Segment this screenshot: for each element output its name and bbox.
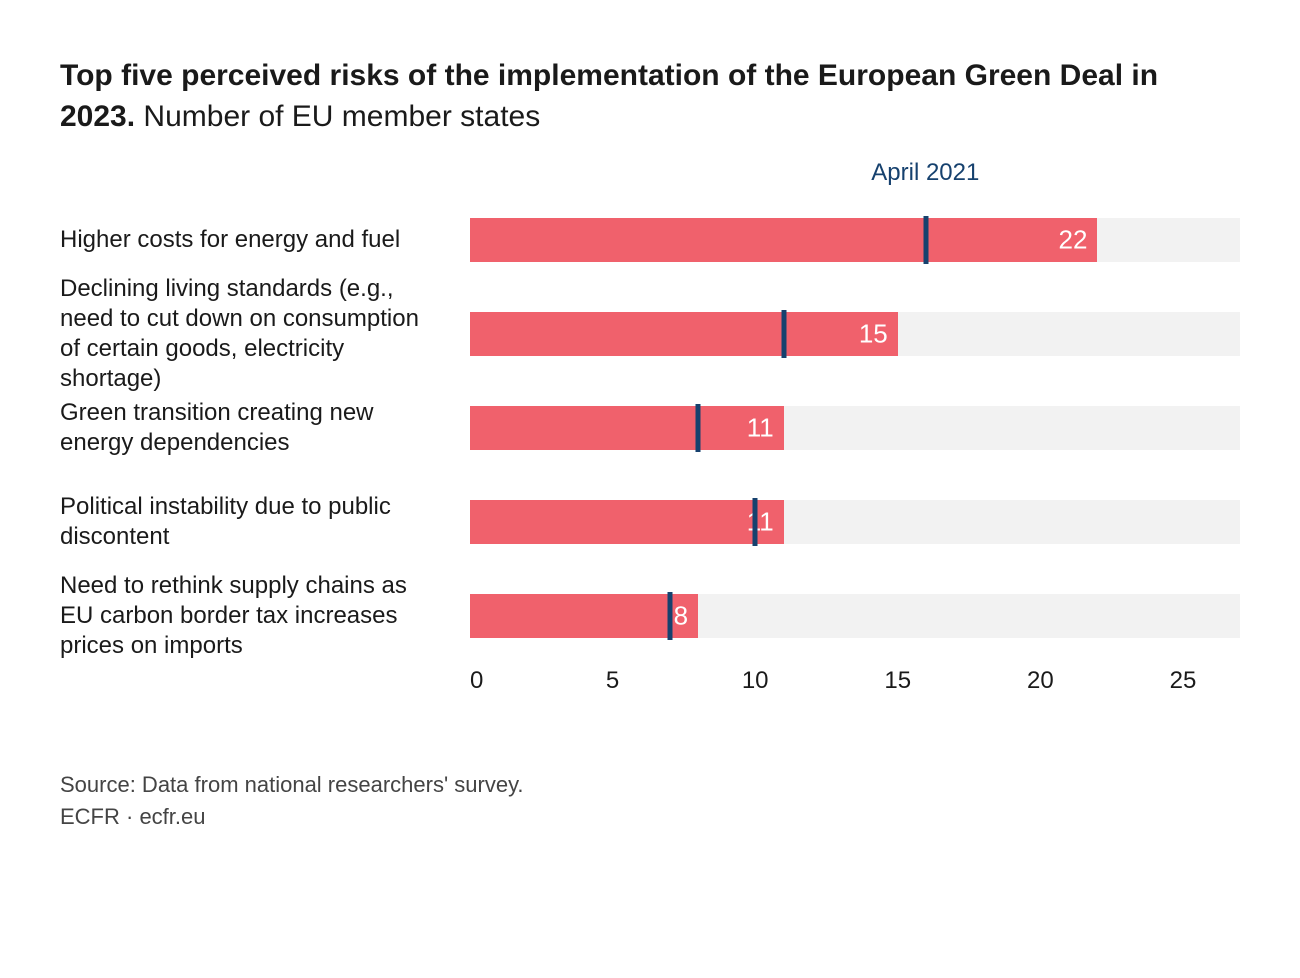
axis-tick: 10 <box>742 667 769 695</box>
bar-row: 8 <box>470 569 1240 663</box>
bar-fill <box>470 312 898 356</box>
marker-tick <box>781 310 786 358</box>
bar-fill <box>470 594 698 638</box>
bar-row: 15 <box>470 287 1240 381</box>
marker-label: April 2021 <box>871 159 979 187</box>
axis-tick: 0 <box>470 667 483 695</box>
chart-footer: Source: Data from national researchers' … <box>60 769 1240 833</box>
bar-fill <box>470 218 1097 262</box>
axis-tick: 15 <box>884 667 911 695</box>
source-line: Source: Data from national researchers' … <box>60 769 1240 801</box>
title-light: Number of EU member states <box>135 100 540 133</box>
marker-tick <box>667 592 672 640</box>
axis-tick: 20 <box>1027 667 1054 695</box>
labels-column: Higher costs for energy and fuelDeclinin… <box>60 193 450 663</box>
chart-title: Top five perceived risks of the implemen… <box>60 56 1220 137</box>
bar-value: 11 <box>747 413 774 444</box>
bar-row: 11 <box>470 381 1240 475</box>
bar-value: 8 <box>674 601 688 632</box>
row-label: Declining living standards (e.g., need t… <box>60 287 450 381</box>
bar-value: 15 <box>859 319 888 350</box>
x-axis: 0 5 10 15 20 25 <box>470 667 1240 699</box>
marker-tick <box>753 498 758 546</box>
row-label: Need to rethink supply chains as EU carb… <box>60 569 450 663</box>
bar-fill <box>470 500 784 544</box>
credits-line: ECFR · ecfr.eu <box>60 801 1240 833</box>
row-label: Higher costs for energy and fuel <box>60 193 450 287</box>
bar-row: 11 <box>470 475 1240 569</box>
row-label: Green transition creating new energy dep… <box>60 381 450 475</box>
row-label: Political instability due to public disc… <box>60 475 450 569</box>
bar-fill <box>470 406 784 450</box>
marker-tick <box>924 216 929 264</box>
axis-tick: 5 <box>606 667 619 695</box>
chart: Higher costs for energy and fuelDeclinin… <box>60 193 1240 699</box>
bar-row: 22 <box>470 193 1240 287</box>
axis-tick: 25 <box>1170 667 1197 695</box>
bars-column: April 2021 221511118 <box>470 193 1240 663</box>
bar-value: 22 <box>1058 225 1087 256</box>
marker-tick <box>696 404 701 452</box>
bar-value: 11 <box>747 507 774 538</box>
